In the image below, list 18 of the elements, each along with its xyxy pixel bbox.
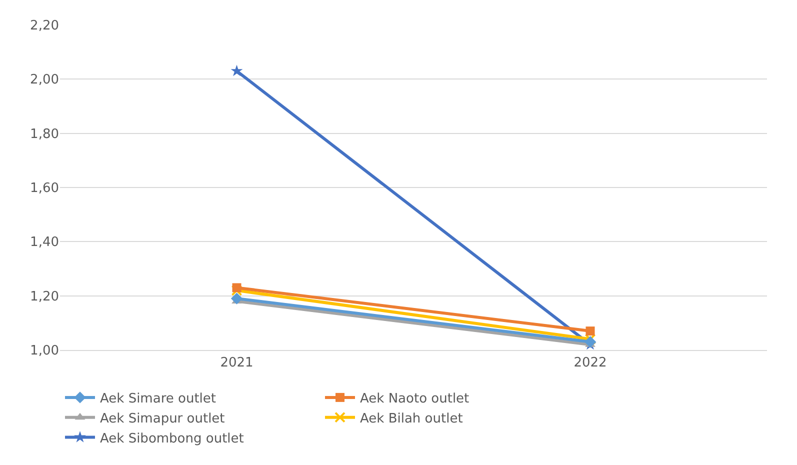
legend-label: Aek Naoto outlet bbox=[360, 392, 470, 407]
y-tick-label: 1,20 bbox=[30, 289, 59, 304]
x-tick-label: 2022 bbox=[574, 356, 607, 371]
point bbox=[232, 283, 242, 292]
y-tick-label: 2,00 bbox=[30, 72, 59, 88]
y-tick-label: 1,00 bbox=[30, 344, 59, 359]
x-tick-label: 2021 bbox=[220, 356, 254, 371]
y-tick-label: 1,60 bbox=[30, 181, 59, 196]
legend-label: Aek Bilah outlet bbox=[360, 411, 463, 426]
point bbox=[586, 326, 595, 336]
point bbox=[231, 284, 242, 296]
legend-label: Aek Sibombong outlet bbox=[100, 431, 244, 446]
legend-label: Aek Simare outlet bbox=[100, 392, 216, 407]
y-tick-label: 1,40 bbox=[30, 235, 59, 250]
point bbox=[230, 64, 243, 76]
y-tick-label: 2,20 bbox=[30, 18, 59, 34]
y-tick-label: 1,80 bbox=[30, 126, 59, 142]
legend-label: Aek Simapur outlet bbox=[100, 411, 225, 426]
